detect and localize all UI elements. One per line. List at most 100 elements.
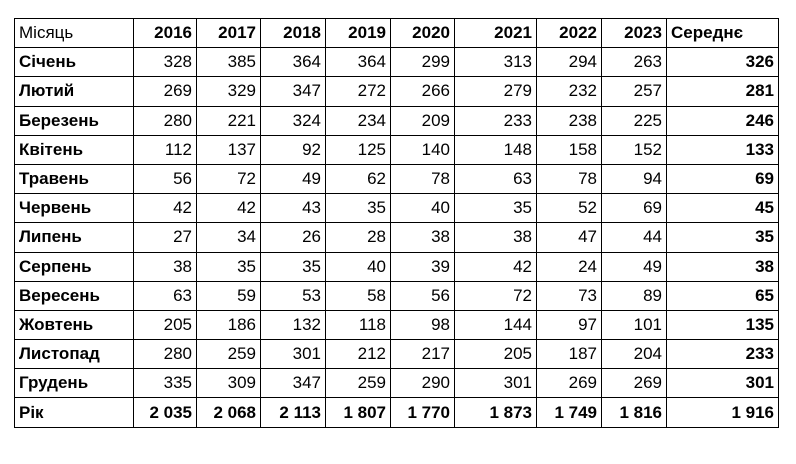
table-cell: 137 xyxy=(196,134,261,165)
row-label: Серпень xyxy=(14,251,134,282)
table-row: Вересень 63 59 53 58 56 72 73 89 65 xyxy=(14,280,779,311)
row-label: Лютий xyxy=(14,76,134,107)
table-cell: 35 xyxy=(260,251,326,282)
table-cell: 301 xyxy=(666,368,779,399)
table-cell: 2 068 xyxy=(196,397,261,428)
table-cell: 280 xyxy=(133,339,197,370)
table-cell: 24 xyxy=(536,251,602,282)
table-cell: 212 xyxy=(325,339,391,370)
table-cell: 38 xyxy=(133,251,197,282)
table-row: Липень 27 34 26 28 38 38 47 44 35 xyxy=(14,222,779,253)
table-cell: 42 xyxy=(196,193,261,224)
table-cell: 89 xyxy=(601,280,667,311)
table-cell: 347 xyxy=(260,368,326,399)
table-cell: 45 xyxy=(666,193,779,224)
table-cell: 28 xyxy=(325,222,391,253)
table-cell: 205 xyxy=(133,309,197,341)
table-cell: 47 xyxy=(536,222,602,253)
table-cell: 313 xyxy=(454,47,537,78)
row-label: Грудень xyxy=(14,368,134,399)
table-cell: 72 xyxy=(196,163,261,195)
table-cell: 78 xyxy=(536,163,602,195)
table-cell: 38 xyxy=(390,222,455,253)
table-cell: 187 xyxy=(536,339,602,370)
table-cell: 73 xyxy=(536,280,602,311)
table-cell: 2019 xyxy=(325,17,391,49)
table-cell: 257 xyxy=(601,76,667,107)
table-cell: 328 xyxy=(133,47,197,78)
table-cell: 335 xyxy=(133,368,197,399)
table-cell: 2023 xyxy=(601,17,667,49)
table-cell: 78 xyxy=(390,163,455,195)
table-cell: 2016 xyxy=(133,17,197,49)
table-cell: 2 113 xyxy=(260,397,326,428)
table-cell: 1 807 xyxy=(325,397,391,428)
table-cell: 364 xyxy=(260,47,326,78)
row-label: Червень xyxy=(14,193,134,224)
table-cell: 204 xyxy=(601,339,667,370)
table-cell: 299 xyxy=(390,47,455,78)
table-cell: 42 xyxy=(133,193,197,224)
table-cell: 1 749 xyxy=(536,397,602,428)
table-cell: 1 816 xyxy=(601,397,667,428)
table-cell: 52 xyxy=(536,193,602,224)
row-label: Листопад xyxy=(14,339,134,370)
table-row: Місяць 2016 2017 2018 2019 2020 2021 2022 2023 Се… xyxy=(14,17,779,49)
table-cell: 290 xyxy=(390,368,455,399)
row-label: Липень xyxy=(14,222,134,253)
data-table: Місяць 2016 2017 2018 2019 2020 2021 2022 2023 Се… xyxy=(14,17,779,428)
table-row: Березень 280 221 324 234 209 233 238 225 246 xyxy=(14,105,779,136)
table-cell: 1 916 xyxy=(666,397,779,428)
table-cell: 324 xyxy=(260,105,326,136)
table-cell: 217 xyxy=(390,339,455,370)
table-cell: 34 xyxy=(196,222,261,253)
table-cell: 112 xyxy=(133,134,197,165)
table-cell: 62 xyxy=(325,163,391,195)
table-cell: 35 xyxy=(196,251,261,282)
table-cell: 35 xyxy=(325,193,391,224)
table-cell: 125 xyxy=(325,134,391,165)
table-cell: 35 xyxy=(666,222,779,253)
table-cell: 234 xyxy=(325,105,391,136)
table-cell: 40 xyxy=(325,251,391,282)
table-cell: 69 xyxy=(601,193,667,224)
table-cell: 69 xyxy=(666,163,779,195)
table-cell: 2 035 xyxy=(133,397,197,428)
table-row: Квітень 112 137 92 125 140 148 158 152 133 xyxy=(14,134,779,165)
table-cell: 94 xyxy=(601,163,667,195)
table-cell: 2022 xyxy=(536,17,602,49)
row-label: Місяць xyxy=(14,17,134,49)
table-cell: 269 xyxy=(536,368,602,399)
table-cell: 63 xyxy=(454,163,537,195)
table-cell: 148 xyxy=(454,134,537,165)
table-cell: 27 xyxy=(133,222,197,253)
table-cell: 347 xyxy=(260,76,326,107)
table-cell: 259 xyxy=(196,339,261,370)
table-cell: 2021 xyxy=(454,17,537,49)
row-label: Жовтень xyxy=(14,309,134,341)
table-row: Серпень 38 35 35 40 39 42 24 49 38 xyxy=(14,251,779,282)
table-cell: 38 xyxy=(666,251,779,282)
row-label: Рік xyxy=(14,397,134,428)
table-cell: 35 xyxy=(454,193,537,224)
table-cell: 39 xyxy=(390,251,455,282)
table-row: Листопад 280 259 301 212 217 205 187 204 233 xyxy=(14,339,779,370)
table-cell: 2020 xyxy=(390,17,455,49)
table-cell: 269 xyxy=(133,76,197,107)
table-cell: 135 xyxy=(666,309,779,341)
table-row: Рік 2 035 2 068 2 113 1 807 1 770 1 873 1 749 1 … xyxy=(14,397,779,428)
table-cell: 38 xyxy=(454,222,537,253)
table-cell: 43 xyxy=(260,193,326,224)
table-cell: 44 xyxy=(601,222,667,253)
table-cell: 205 xyxy=(454,339,537,370)
table-cell: 97 xyxy=(536,309,602,341)
table-cell: 53 xyxy=(260,280,326,311)
table-row: Грудень 335 309 347 259 290 301 269 269 301 xyxy=(14,368,779,399)
table-row: Жовтень 205 186 132 118 98 144 97 101 135 xyxy=(14,309,779,341)
table-cell: 1 873 xyxy=(454,397,537,428)
table-cell: 65 xyxy=(666,280,779,311)
table-cell: 49 xyxy=(260,163,326,195)
table-cell: 56 xyxy=(390,280,455,311)
table-body: Місяць 2016 2017 2018 2019 2020 2021 2022 2023 Се… xyxy=(14,17,779,428)
